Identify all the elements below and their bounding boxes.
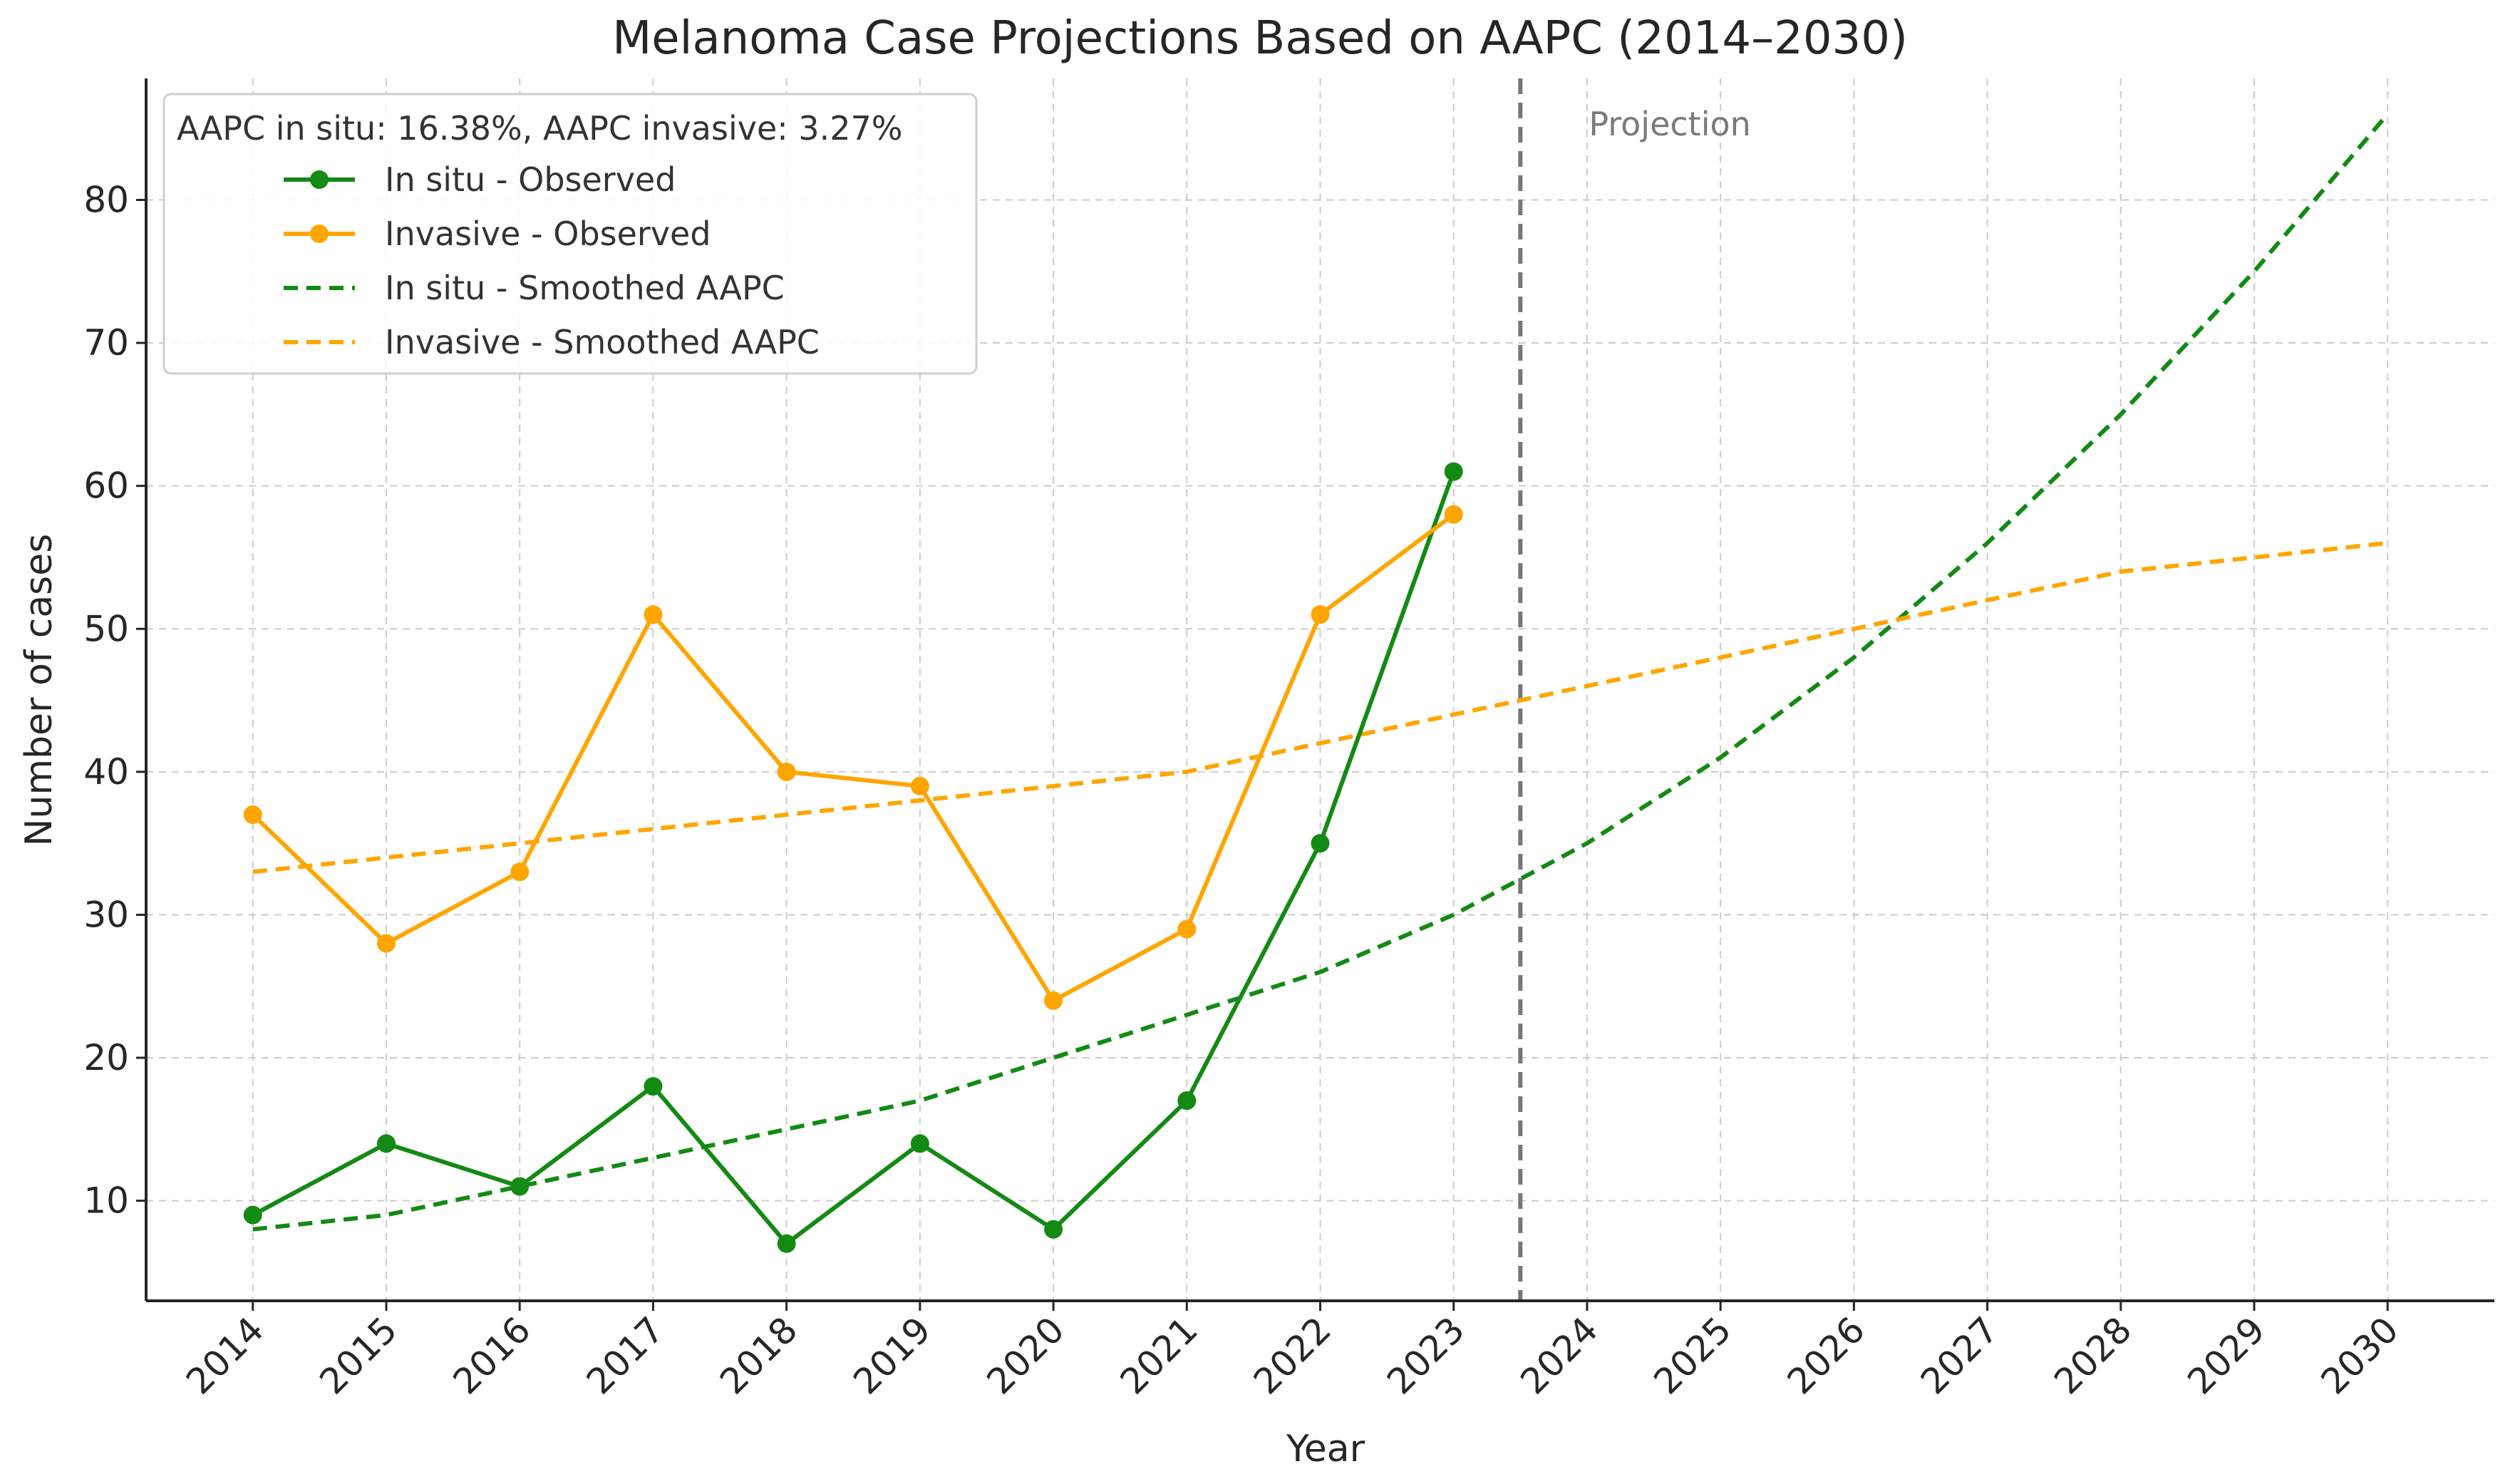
data-point: [510, 1177, 530, 1196]
data-point: [1311, 605, 1330, 624]
data-point: [1311, 834, 1330, 853]
data-point: [376, 934, 396, 953]
y-tick-label: 20: [83, 1037, 129, 1078]
chart-title: Melanoma Case Projections Based on AAPC …: [612, 12, 1908, 65]
data-point: [243, 1205, 262, 1225]
x-axis-label: Year: [1286, 1428, 1365, 1470]
data-point: [777, 762, 796, 781]
y-tick-label: 40: [83, 751, 129, 793]
series-line-invasive-observed: [251, 512, 1455, 1003]
data-point: [1444, 505, 1463, 524]
data-point: [376, 1134, 396, 1153]
data-point: [1044, 1220, 1063, 1239]
projection-marker: Projection: [1518, 78, 1751, 1301]
data-point: [1444, 462, 1463, 481]
data-point: [644, 1077, 663, 1096]
y-tick-label: 10: [83, 1180, 129, 1222]
legend-label: Invasive - Smoothed AAPC: [385, 323, 820, 361]
legend-entries: In situ - Observed Invasive - Observed In …: [284, 160, 820, 361]
data-point: [1177, 1091, 1197, 1111]
y-tick-label: 80: [83, 179, 129, 220]
legend-label: In situ - Observed: [385, 160, 676, 199]
legend-title: AAPC in situ: 16.38%, AAPC invasive: 3.2…: [177, 109, 903, 148]
series-line-in-situ-observed: [252, 470, 1456, 1246]
legend-marker: [310, 170, 329, 189]
legend-marker: [310, 225, 329, 243]
data-point: [777, 1234, 796, 1253]
legend-label: In situ - Smoothed AAPC: [385, 269, 785, 307]
data-point: [1177, 919, 1197, 939]
data-point: [510, 862, 530, 882]
y-tick-label: 30: [83, 894, 129, 935]
y-tick-label: 70: [83, 322, 129, 364]
legend-box: [162, 93, 978, 375]
y-tick-label: 60: [83, 465, 129, 507]
series-line-in-situ-smoothed-aapc: [252, 113, 2390, 1232]
series-line-invasive-smoothed-aapc: [252, 540, 2388, 875]
projection-label: Projection: [1589, 105, 1750, 143]
y-axis-label: Number of cases: [18, 534, 61, 847]
y-tick-label: 50: [83, 608, 129, 649]
data-point: [910, 1134, 929, 1153]
data-point: [910, 776, 929, 795]
data-point: [1044, 991, 1063, 1010]
legend-label: Invasive - Observed: [385, 215, 711, 253]
data-point: [644, 605, 663, 624]
legend: AAPC in situ: 16.38%, AAPC invasive: 3.2…: [162, 93, 978, 375]
series: [243, 113, 2390, 1253]
data-point: [243, 805, 262, 825]
